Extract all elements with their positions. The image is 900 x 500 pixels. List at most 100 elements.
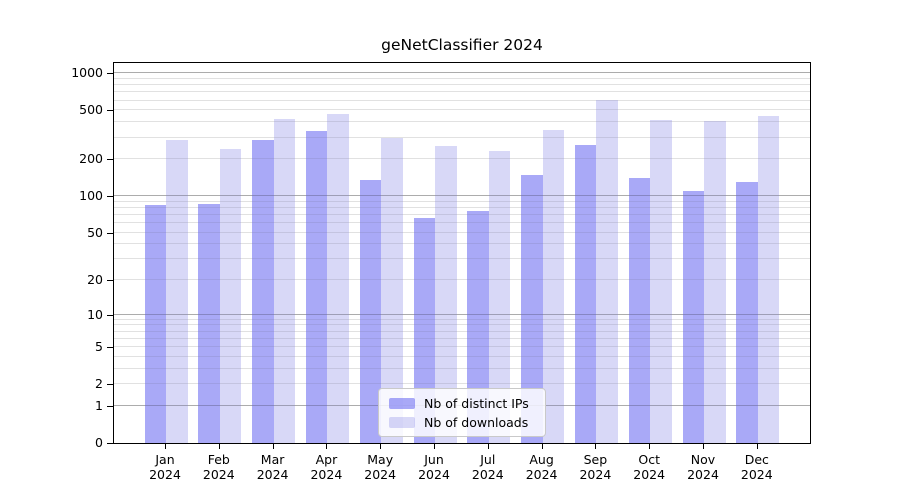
y-tick-2 [107,384,113,386]
gridline-20 [114,279,810,281]
gridline-6 [114,337,810,339]
gridline-10 [114,313,810,315]
distinct-ips-swatch-icon [389,397,415,409]
gridline-500 [114,109,810,111]
bar-downloads-jul [488,151,511,443]
gridline-40 [114,243,810,245]
x-tick-aug [541,444,543,449]
gridline-100 [114,195,810,197]
downloads-swatch-icon [389,416,415,428]
x-tick-may [380,444,382,449]
bar-downloads-nov [704,121,726,443]
x-tick-nov [703,444,704,449]
bar-downloads-dec [757,116,780,443]
y-tick-label-2: 2 [95,376,103,392]
y-tick-label-1000: 1000 [71,65,103,81]
x-tick-jun [434,444,435,449]
bar-distinct-ips-may [359,180,382,443]
gridline-7 [114,330,810,332]
gridline-60 [114,222,810,224]
x-tick-label-apr: Apr 2024 [310,452,343,482]
x-tick-label-feb: Feb 2024 [202,452,235,482]
x-tick-label-jul: Jul 2024 [471,452,504,482]
gridline-800 [114,84,810,86]
gridline-90 [114,200,810,202]
legend-label-downloads: Nb of downloads [424,414,529,430]
x-tick-label-jun: Jun 2024 [418,452,450,482]
x-tick-label-oct: Oct 2024 [633,452,666,482]
bar-distinct-ips-apr [305,131,328,443]
y-tick-label-100: 100 [79,188,103,204]
y-tick-label-0: 0 [95,435,103,450]
bar-downloads-feb [219,148,242,443]
gridline-200 [114,158,810,160]
bar-distinct-ips-jul [467,211,489,443]
y-tick-500 [107,110,113,112]
y-tick-50 [107,232,113,234]
gridline-700 [114,91,810,93]
gridline-3 [114,367,810,369]
y-tick-label-200: 200 [79,151,103,167]
gridline-8 [114,324,810,326]
y-tick-200 [107,159,113,161]
gridline-100 [114,195,810,197]
gridline-7 [114,330,810,332]
gridline-80 [114,206,810,208]
gridline-200 [114,158,810,160]
gridline-300 [114,136,810,138]
legend: Nb of distinct IPs Nb of downloads [378,388,546,437]
bar-downloads-aug [542,130,565,443]
y-tick-1 [107,405,113,407]
x-tick-label-aug: Aug 2024 [525,452,558,482]
bar-distinct-ips-feb [198,203,220,443]
gridline-9 [114,318,810,320]
gridline-1000 [114,72,810,74]
x-tick-dec [756,444,758,449]
gridline-600 [114,99,810,101]
x-tick-label-mar: Mar 2024 [256,452,289,482]
gridline-30 [114,258,810,260]
legend-label-distinct-ips: Nb of distinct IPs [424,395,529,411]
x-tick-label-sep: Sep 2024 [579,452,612,482]
x-tick-apr [326,444,328,449]
gridline-40 [114,243,810,245]
gridline-500 [114,109,810,111]
y-tick-10 [107,314,113,316]
gridline-10 [114,313,810,315]
gridline-60 [114,222,810,224]
gridline-2 [114,383,810,385]
y-tick-label-10: 10 [87,306,103,322]
gridline-8 [114,324,810,326]
gridline-400 [114,121,810,123]
y-tick-0 [107,443,113,444]
legend-item-downloads: Nb of downloads [389,415,535,430]
gridline-70 [114,213,810,215]
legend-item-distinct-ips: Nb of distinct IPs [389,396,535,411]
x-tick-label-jan: Jan 2024 [149,452,181,482]
bar-downloads-oct [650,120,672,443]
plot-area [113,62,811,444]
gridline-900 [114,78,810,79]
x-tick-label-may: May 2024 [364,452,397,482]
gridline-900 [114,78,810,79]
bar-downloads-jan [166,140,188,443]
y-tick-label-500: 500 [79,102,103,118]
bar-downloads-mar [273,118,296,443]
x-tick-oct [649,444,651,449]
bar-downloads-jun [435,146,457,443]
y-tick-1000 [107,73,113,75]
bar-distinct-ips-dec [736,182,758,443]
gridline-70 [114,213,810,215]
x-tick-label-nov: Nov 2024 [687,452,719,482]
gridline-400 [114,121,810,123]
x-tick-jan [165,444,166,449]
y-tick-5 [107,347,113,349]
gridline-90 [114,200,810,202]
bar-distinct-ips-mar [252,139,274,443]
gridline-700 [114,91,810,93]
gridline-50 [114,231,810,233]
gridline-4 [114,355,810,357]
gridline-6 [114,337,810,339]
x-tick-mar [272,444,274,449]
gridline-2 [114,383,810,385]
